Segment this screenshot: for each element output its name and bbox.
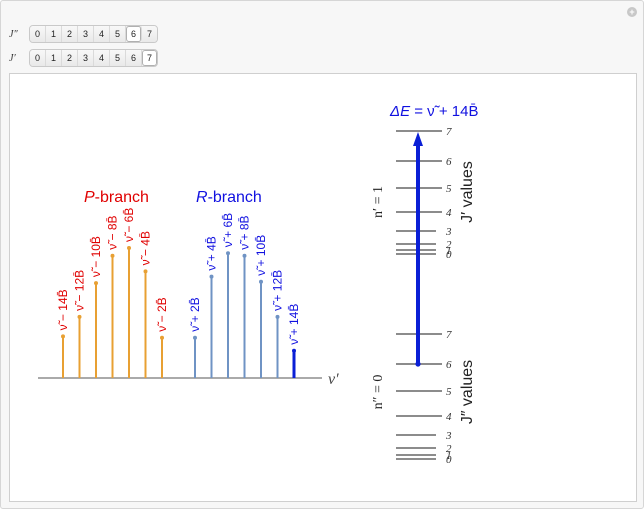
p-peak-2 (94, 281, 98, 286)
r-peak-5 (275, 314, 280, 319)
upper-level-label-5: 5 (446, 183, 452, 195)
r-label-6: ν̃ + 14B̄ (287, 304, 301, 345)
jp-option-1[interactable]: 1 (46, 50, 62, 66)
jpp-option-6[interactable]: 6 (126, 26, 142, 42)
lower-level-label-3: 3 (445, 430, 452, 442)
r-branch-title: R-branch (196, 189, 262, 206)
p-label-3: ν̃ − 8B̄ (106, 215, 120, 249)
spectrum-and-levels-graphic: ν′ P-branch R-branch ν̃ − 14B̄ ν̃ − 12B̄ν… (38, 103, 478, 466)
jp-option-7[interactable]: 7 (142, 50, 157, 66)
p-label-6: ν̃ − 2B̄ (155, 297, 169, 331)
jpp-option-5[interactable]: 5 (110, 26, 126, 42)
p-peak-3 (110, 253, 115, 258)
lower-axis-label: J″ values (459, 360, 476, 424)
jpp-option-2[interactable]: 2 (62, 26, 78, 42)
p-label-1: ν̃ − 12B̄ (73, 270, 87, 311)
transition-origin-dot (415, 361, 421, 367)
delta-e-lhs: ΔE (389, 103, 411, 120)
jp-option-4[interactable]: 4 (94, 50, 110, 66)
plus-icon[interactable]: + (627, 7, 637, 17)
jp-option-2[interactable]: 2 (62, 50, 78, 66)
jp-option-5[interactable]: 5 (110, 50, 126, 66)
output-panel: ν′ P-branch R-branch ν̃ − 14B̄ ν̃ − 12B̄ ν… (9, 73, 637, 502)
jp-option-0[interactable]: 0 (30, 50, 46, 66)
axis-label: ν′ (328, 371, 339, 388)
jpp-option-3[interactable]: 3 (78, 26, 94, 42)
lower-state-label: n″ = 0 (371, 375, 386, 410)
p-label-4: ν̃ − 6B̄ (122, 208, 136, 242)
jpp-option-7[interactable]: 7 (142, 26, 157, 42)
delta-e-rhs: = ν̃ + 14B̄ (410, 103, 478, 120)
r-label-3: ν̃ + 8B̄ (238, 215, 252, 249)
r-peak-2 (226, 251, 230, 256)
upper-level-label-1: 1 (446, 245, 452, 257)
lower-level-label-7: 7 (446, 329, 452, 341)
p-label-0: ν̃ − 14B̄ (56, 289, 70, 330)
p-branch-title-p: P (84, 189, 95, 206)
r-peak-4 (259, 279, 263, 284)
r-label-5: ν̃ + 12B̄ (271, 270, 285, 311)
r-label-0: ν̃ + 2B̄ (188, 297, 202, 331)
lower-level-label-2: 2 (446, 443, 452, 455)
delta-e-label: ΔE = ν̃ + 14B̄ (389, 103, 478, 120)
r-branch-title-rest: -branch (208, 189, 262, 206)
upper-level-label-7: 7 (446, 126, 452, 138)
upper-level-label-6: 6 (446, 156, 452, 168)
r-label-4: ν̃ + 10B̄ (254, 235, 268, 276)
p-branch-lines: ν̃ − 14B̄ ν̃ − 12B̄ν̃ − 10B̄ν̃ − 8B̄ ν̃ − … (56, 208, 169, 378)
jp-option-3[interactable]: 3 (78, 50, 94, 66)
lower-level-label-0: 0 (446, 454, 452, 466)
upper-level-label-0: 0 (446, 249, 452, 261)
lower-level-label-5: 5 (446, 386, 452, 398)
r-peak-6 (292, 348, 296, 353)
r-peak-0 (193, 335, 197, 340)
upper-level-label-3: 3 (445, 226, 452, 238)
jpp-label: J″ (9, 28, 18, 40)
p-peak-4 (127, 246, 131, 250)
lower-level-label-1: 1 (446, 450, 452, 462)
r-branch-title-r: R (196, 189, 208, 206)
upper-level-label-2: 2 (446, 239, 452, 251)
r-peak-3 (242, 253, 247, 258)
p-label-2: ν̃ − 10B̄ (89, 236, 103, 277)
p-branch-title: P-branch (84, 189, 149, 206)
p-peak-1 (77, 314, 82, 319)
upper-axis-label: J′ values (459, 161, 476, 223)
r-peak-1 (209, 274, 214, 279)
p-peak-0 (61, 334, 65, 339)
jpp-option-0[interactable]: 0 (30, 26, 46, 42)
upper-state-label: n′ = 1 (371, 186, 386, 218)
jpp-option-1[interactable]: 1 (46, 26, 62, 42)
p-label-5: ν̃ − 4B̄ (139, 231, 153, 265)
jp-label: J′ (9, 52, 16, 64)
jpp-option-4[interactable]: 4 (94, 26, 110, 42)
lower-level-label-6: 6 (446, 359, 452, 371)
p-peak-6 (160, 335, 164, 340)
p-branch-title-rest: -branch (95, 189, 149, 206)
transition-arrowhead (413, 132, 423, 146)
p-peak-5 (143, 269, 148, 274)
lower-level-label-4: 4 (446, 411, 452, 423)
r-label-1: ν̃ + 4B̄ (205, 236, 219, 270)
jp-option-6[interactable]: 6 (126, 50, 142, 66)
r-branch-lines: ν̃ + 2B̄ ν̃ + 4B̄ν̃ + 6B̄ ν̃ + 8B̄ν̃ + 10B… (188, 213, 301, 378)
r-label-2: ν̃ + 6B̄ (221, 213, 235, 247)
upper-level-label-4: 4 (446, 207, 452, 219)
